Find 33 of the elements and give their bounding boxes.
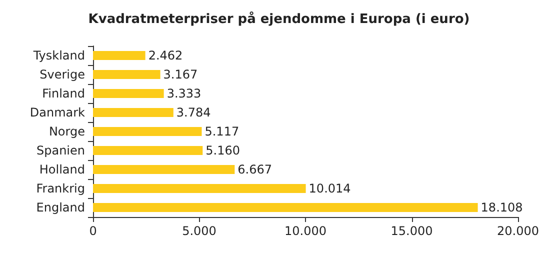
- x-tick-label: 0: [89, 224, 97, 238]
- y-tick-label: Spanien: [36, 144, 85, 158]
- data-label: 5.160: [206, 144, 240, 158]
- y-tick-label: Norge: [48, 124, 85, 138]
- data-label: 3.784: [176, 106, 211, 120]
- bar: [93, 70, 160, 79]
- y-tick-label: Frankrig: [36, 182, 85, 196]
- y-tick-label: England: [36, 200, 85, 214]
- bar: [93, 127, 202, 136]
- data-label: 2.462: [148, 48, 183, 62]
- data-label: 3.167: [163, 68, 198, 82]
- y-tick-label: Holland: [39, 162, 85, 176]
- bar: [93, 146, 203, 155]
- chart-title: Kvadratmeterpriser på ejendomme i Europa (i euro): [88, 11, 470, 27]
- y-tick-label: Tyskland: [32, 48, 85, 62]
- x-tick-label: 10.000: [284, 224, 326, 238]
- data-label: 3.333: [166, 86, 202, 100]
- y-tick-label: Sverige: [40, 68, 85, 82]
- bar: [93, 51, 146, 60]
- bar: [93, 184, 306, 193]
- y-tick-label: Danmark: [30, 106, 86, 120]
- data-label: 5.117: [204, 124, 240, 138]
- bar: [93, 108, 174, 117]
- bar: [93, 203, 478, 212]
- bar: [93, 89, 164, 98]
- data-label: 10.014: [308, 182, 351, 196]
- x-tick-label: 5.000: [182, 224, 216, 238]
- y-tick-label: Finland: [42, 86, 85, 100]
- data-label: 6.667: [238, 162, 272, 176]
- x-tick-label: 20.000: [497, 224, 539, 238]
- bar: [93, 165, 235, 174]
- x-tick-label: 15.000: [390, 224, 433, 238]
- data-label: 18.108: [480, 200, 523, 214]
